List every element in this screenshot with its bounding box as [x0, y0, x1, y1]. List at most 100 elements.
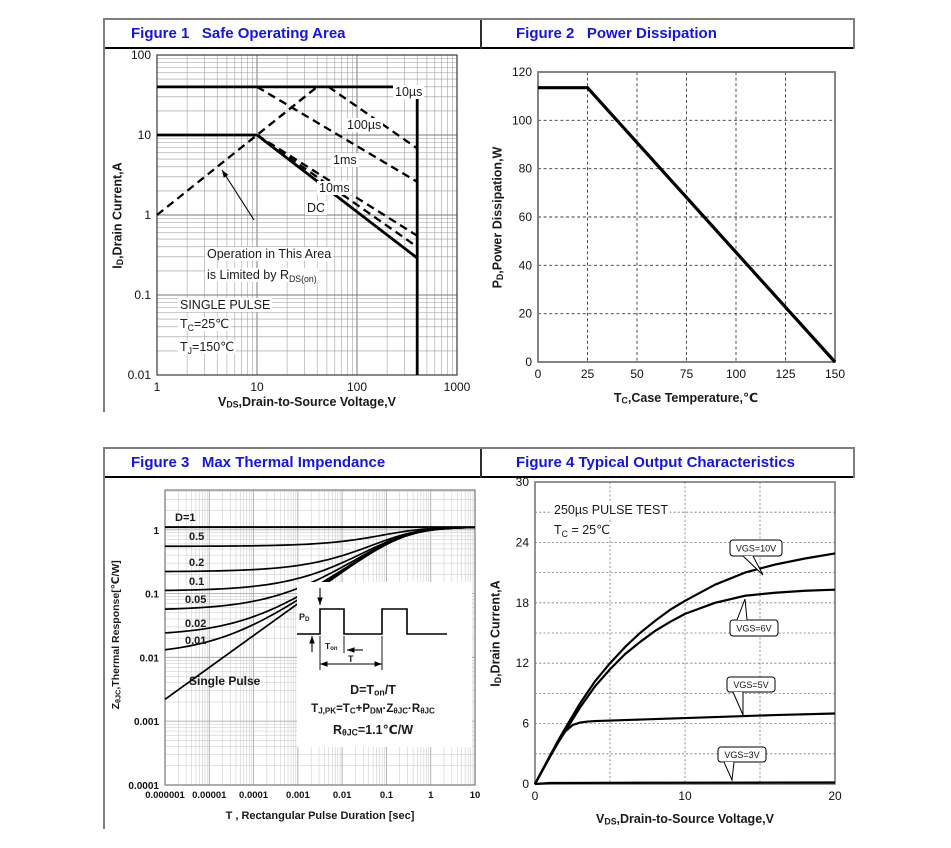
- arrowhead: [222, 170, 229, 178]
- x-axis-label: VDS,Drain-to-Source Voltage,V: [218, 395, 396, 410]
- callout-vgs-5v-pointer: [732, 691, 744, 716]
- y-tick-label: 0.0001: [128, 781, 159, 792]
- x-axis-label: T , Rectangular Pulse Duration [sec]: [225, 810, 415, 822]
- y-tick-label: 20: [519, 307, 533, 321]
- x-tick-label: 0: [535, 367, 542, 381]
- arrowhead: [320, 661, 328, 667]
- callout-vgs-3v-label: VGS=3V: [724, 750, 759, 760]
- series-pulse-100us: [256, 85, 418, 183]
- curve-label-d005: 0.05: [185, 594, 207, 606]
- y-tick-label: 6: [522, 717, 529, 731]
- y-tick-label: 0.1: [145, 590, 159, 601]
- figure2-power-dissipation-chart: 0 25 50 75 100 125 150 0 20 40 60 80 100 120 TC,Case T…: [482, 49, 855, 414]
- y-tick-label: 1: [153, 526, 159, 537]
- y-tick-label: 10: [138, 128, 152, 142]
- arrowhead: [317, 597, 323, 605]
- x-tick-label: 100: [347, 380, 367, 394]
- x-tick-label: 10: [470, 790, 481, 801]
- curve-label-10us: 10µs: [393, 85, 425, 99]
- plot-frame: [534, 481, 836, 785]
- arrow-line: [221, 169, 255, 221]
- soa-note: Operation in This Area is Limited by RDS(…: [205, 247, 334, 285]
- curve-label-d05: 0.5: [189, 531, 205, 543]
- figure4-title: Figure 4 Typical Output Characteristics: [516, 454, 795, 471]
- x-tick-label: 150: [825, 367, 845, 381]
- y-tick-label: 120: [512, 65, 532, 79]
- x-tick-label: 125: [775, 367, 795, 381]
- figure3-title: Figure 3 Max Thermal Impendance: [131, 454, 386, 471]
- x-tick-label: 0.00001: [192, 790, 227, 801]
- y-tick-label: 0.01: [140, 653, 160, 664]
- y-tick-label: 30: [516, 478, 530, 489]
- x-tick-label: 100: [726, 367, 746, 381]
- series-pd-vs-tc: [538, 86, 837, 364]
- x-tick-label: 25: [581, 367, 595, 381]
- formula-rthjc: RθJC=1.1℃/W: [332, 723, 414, 738]
- y-axis-label: ID,Drain Current,A: [110, 162, 126, 269]
- test-conditions: 250µs PULSE TEST TC = 25℃: [552, 503, 670, 539]
- x-tick-label: 10: [678, 789, 692, 803]
- y-tick-label: 100: [512, 113, 532, 127]
- x-tick-label: 0: [532, 789, 539, 803]
- curve-label-10ms: 10ms: [317, 181, 352, 195]
- curve-label-1ms: 1ms: [331, 153, 359, 167]
- y-tick-label: 18: [516, 596, 530, 610]
- series-vgs-3v: [534, 781, 836, 786]
- y-tick-label: 0.1: [134, 288, 151, 302]
- x-tick-label: 0.000001: [145, 790, 185, 801]
- y-tick-label: 0: [522, 777, 529, 791]
- plot-frame: [164, 489, 476, 786]
- curve-label-d02: 0.2: [189, 557, 205, 569]
- max-thermal-impedance-plot: 0.000001 0.00001 0.0001 0.001 0.01 0.1 1 10 1 0.1…: [128, 489, 481, 801]
- waveform-ton-label: Ton: [325, 641, 338, 653]
- y-axis-label: ID,Drain Current,A: [488, 580, 504, 687]
- y-tick-label: 60: [519, 210, 533, 224]
- x-tick-label: 0.0001: [239, 790, 269, 801]
- y-tick-label: 80: [519, 162, 533, 176]
- x-tick-label: 0.001: [286, 790, 310, 801]
- y-tick-label: 24: [516, 535, 530, 549]
- arrowhead: [309, 636, 315, 644]
- series-vgs-6v: [534, 588, 836, 785]
- series-dc-thermal-limit: [256, 133, 419, 260]
- formula-peak-junction-temp: TJ,PK=TC+PDM·ZθJC·RθJC: [311, 703, 435, 716]
- callout-vgs-5v-box: [726, 676, 776, 693]
- x-tick-label: 75: [680, 367, 694, 381]
- callout-vgs-10v-box: [729, 539, 783, 557]
- arrowhead: [374, 661, 382, 667]
- typical-output-characteristics-plot: 0 10 20 0 6 12 18 24 30 VGS=10V VGS=6V VGS=5V VGS=3V: [516, 478, 842, 803]
- x-tick-label: 1: [428, 790, 434, 801]
- curve-label-d001: 0.01: [185, 635, 207, 647]
- x-tick-label: 1: [154, 380, 161, 394]
- series-pulse-10us: [327, 85, 418, 150]
- test-conditions: SINGLE PULSE TC=25℃ TJ=150℃: [178, 298, 273, 356]
- power-dissipation-plot: 0 25 50 75 100 125 150 0 20 40 60 80 100 120: [512, 65, 845, 381]
- series-vgs-5v: [534, 712, 836, 785]
- figure2-title: Figure 2 Power Dissipation: [516, 25, 717, 42]
- x-axis-label: VDS,Drain-to-Source Voltage,V: [596, 812, 774, 827]
- panel-top-title-row: Figure 1 Safe Operating Area Figure 2 Po…: [105, 20, 853, 49]
- figures-1-2-panel: Figure 1 Safe Operating Area Figure 2 Po…: [103, 18, 855, 414]
- callout-vgs-3v-pointer: [723, 761, 735, 782]
- safe-operating-area-plot: 1 10 100 1000 100 10 1 0.1 0.01: [128, 49, 471, 394]
- curve-label-d1: D=1: [175, 512, 196, 524]
- y-axis-label: PD,Power Dissipation,W: [490, 146, 506, 289]
- y-tick-label: 0.01: [128, 368, 152, 382]
- callout-vgs-3v-box: [717, 746, 767, 763]
- waveform-pd-label: PD: [299, 612, 310, 624]
- figure3-thermal-impedance-chart: 0.000001 0.00001 0.0001 0.001 0.01 0.1 1 10 1 0.1…: [105, 478, 482, 831]
- callout-vgs-10v-label: VGS=10V: [736, 544, 776, 554]
- curve-label-d01: 0.1: [189, 576, 205, 588]
- y-tick-label: 0.001: [134, 717, 159, 728]
- plot-frame: [537, 71, 836, 363]
- x-tick-label: 20: [828, 789, 842, 803]
- callout-vgs-6v-box: [729, 619, 779, 637]
- series-rdson-limit-line: [156, 85, 318, 216]
- curve-label-100us: 100µs: [345, 118, 384, 132]
- y-tick-label: 40: [519, 258, 533, 272]
- x-tick-label: 10: [250, 380, 264, 394]
- curve-label-dc: DC: [305, 201, 328, 215]
- series-duty-0.5: [164, 526, 476, 548]
- waveform-t-label: T: [348, 654, 354, 664]
- figure4-output-characteristics-chart: 0 10 20 0 6 12 18 24 30 VGS=10V VGS=6V VGS=5V VGS=3V…: [482, 478, 855, 831]
